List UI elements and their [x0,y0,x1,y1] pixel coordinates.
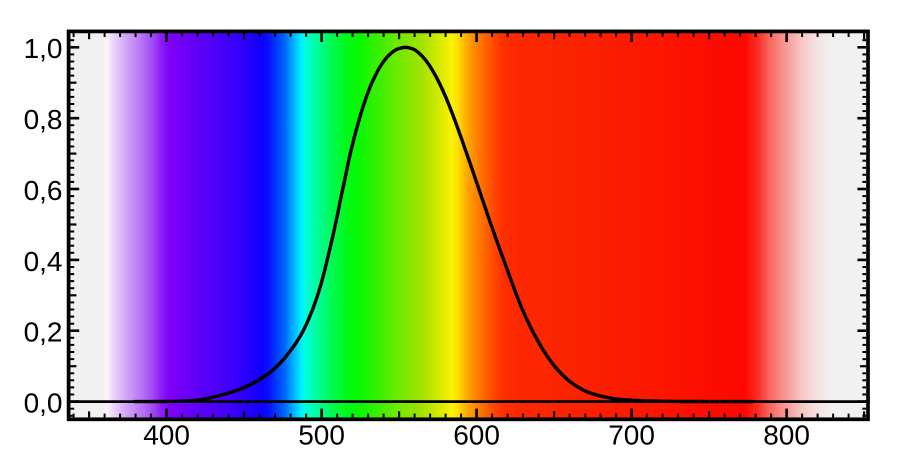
svg-text:0,0: 0,0 [24,388,63,419]
svg-text:0,4: 0,4 [24,246,63,277]
svg-text:1,0: 1,0 [24,33,63,64]
svg-text:800: 800 [763,420,810,451]
svg-text:700: 700 [608,420,655,451]
svg-text:500: 500 [298,420,345,451]
svg-text:600: 600 [453,420,500,451]
svg-text:400: 400 [143,420,190,451]
svg-text:0,2: 0,2 [24,317,63,348]
svg-text:0,8: 0,8 [24,104,63,135]
svg-text:0,6: 0,6 [24,175,63,206]
